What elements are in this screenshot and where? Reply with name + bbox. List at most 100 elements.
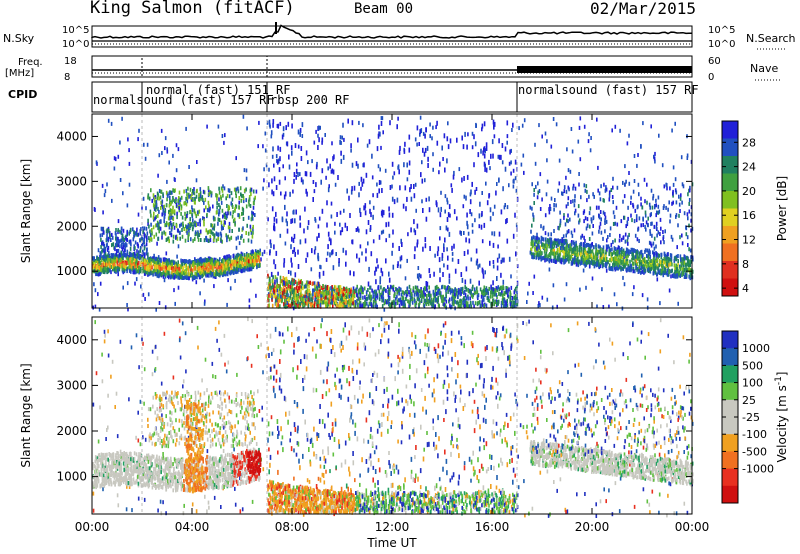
power-echo — [345, 304, 347, 309]
power-echo — [246, 253, 249, 258]
velocity-echo — [240, 450, 243, 455]
power-echo — [484, 288, 486, 292]
power-echo — [291, 279, 293, 284]
power-echo — [454, 292, 456, 297]
power-echo — [238, 264, 241, 269]
power-echo — [442, 299, 444, 304]
power-echo — [320, 294, 323, 299]
velocity-echo — [150, 458, 152, 463]
power-echo — [237, 260, 240, 265]
power-echo — [114, 264, 116, 268]
power-echo — [411, 297, 414, 301]
power-echo — [619, 247, 621, 252]
power-echo — [348, 301, 351, 306]
power-echo — [556, 248, 559, 252]
power-echo — [545, 257, 548, 262]
velocity-echo — [243, 454, 246, 459]
power-echo — [602, 253, 605, 258]
power-echo — [553, 254, 555, 259]
power-echo — [294, 287, 296, 292]
power-echo — [324, 287, 327, 291]
velocity-echo — [215, 484, 218, 489]
power-echo — [255, 255, 257, 260]
power-echo — [286, 304, 289, 309]
power-echo — [436, 298, 438, 303]
power-echo — [460, 300, 463, 305]
power-echo — [356, 293, 358, 298]
power-echo — [177, 275, 179, 280]
power-echo — [190, 267, 192, 272]
power-echo — [235, 261, 238, 266]
power-echo — [575, 240, 577, 245]
power-echo — [359, 296, 362, 301]
velocity-echo — [185, 465, 188, 470]
power-echo — [306, 280, 309, 285]
power-echo — [293, 288, 295, 293]
power-echo — [160, 257, 162, 262]
power-echo — [178, 263, 180, 268]
power-echo — [244, 262, 246, 267]
power-echo — [681, 270, 684, 275]
cpid-segment-label: normalsound (fast) 157 RF — [93, 93, 274, 107]
power-echo — [307, 303, 310, 308]
power-echo — [634, 254, 637, 259]
power-echo — [546, 243, 549, 248]
power-echo — [484, 290, 486, 295]
power-echo — [647, 261, 650, 266]
power-echo — [381, 298, 383, 303]
power-echo — [534, 235, 536, 240]
power-echo — [209, 266, 211, 271]
power-echo — [411, 300, 414, 305]
power-echo — [451, 304, 453, 309]
velocity-echo — [195, 458, 198, 463]
velocity-echo — [220, 460, 223, 465]
power-echo — [247, 253, 250, 258]
power-echo — [395, 287, 397, 291]
velocity-echo — [169, 468, 171, 473]
power-echo — [369, 302, 372, 307]
power-echo — [320, 291, 323, 296]
power-echo — [301, 281, 304, 286]
power-echo — [653, 251, 655, 256]
power-echo — [477, 293, 480, 298]
power-echo — [219, 273, 221, 278]
power-echo — [322, 289, 324, 294]
power-echo — [449, 290, 452, 295]
power-echo — [324, 292, 326, 297]
power-echo — [221, 273, 224, 278]
power-echo — [116, 260, 119, 265]
power-echo — [362, 302, 365, 306]
power-echo — [685, 262, 687, 267]
power-echo — [493, 288, 496, 293]
power-echo — [205, 273, 207, 278]
power-echo — [538, 240, 540, 244]
power-echo — [469, 300, 472, 305]
power-echo — [409, 298, 412, 303]
power-echo — [122, 256, 124, 261]
power-echo — [651, 264, 653, 269]
velocity-echo — [207, 482, 209, 487]
velocity-echo — [177, 462, 180, 467]
power-echo — [628, 265, 631, 270]
power-echo — [172, 270, 174, 275]
power-echo — [353, 294, 356, 299]
power-echo — [476, 294, 479, 299]
power-echo — [164, 261, 166, 266]
power-echo — [100, 258, 103, 262]
power-echo — [215, 263, 218, 268]
power-echo — [613, 246, 616, 251]
power-echo — [99, 267, 101, 272]
power-echo — [578, 247, 581, 252]
power-echo — [279, 304, 281, 309]
power-echo — [565, 257, 568, 262]
power-echo — [464, 299, 466, 304]
power-echo — [336, 302, 338, 307]
power-echo — [203, 270, 205, 275]
power-echo — [285, 276, 288, 281]
power-echo — [688, 260, 691, 265]
velocity-echo — [116, 464, 119, 469]
power-echo — [657, 266, 659, 271]
velocity-echo — [99, 484, 102, 489]
power-echo — [329, 298, 332, 303]
